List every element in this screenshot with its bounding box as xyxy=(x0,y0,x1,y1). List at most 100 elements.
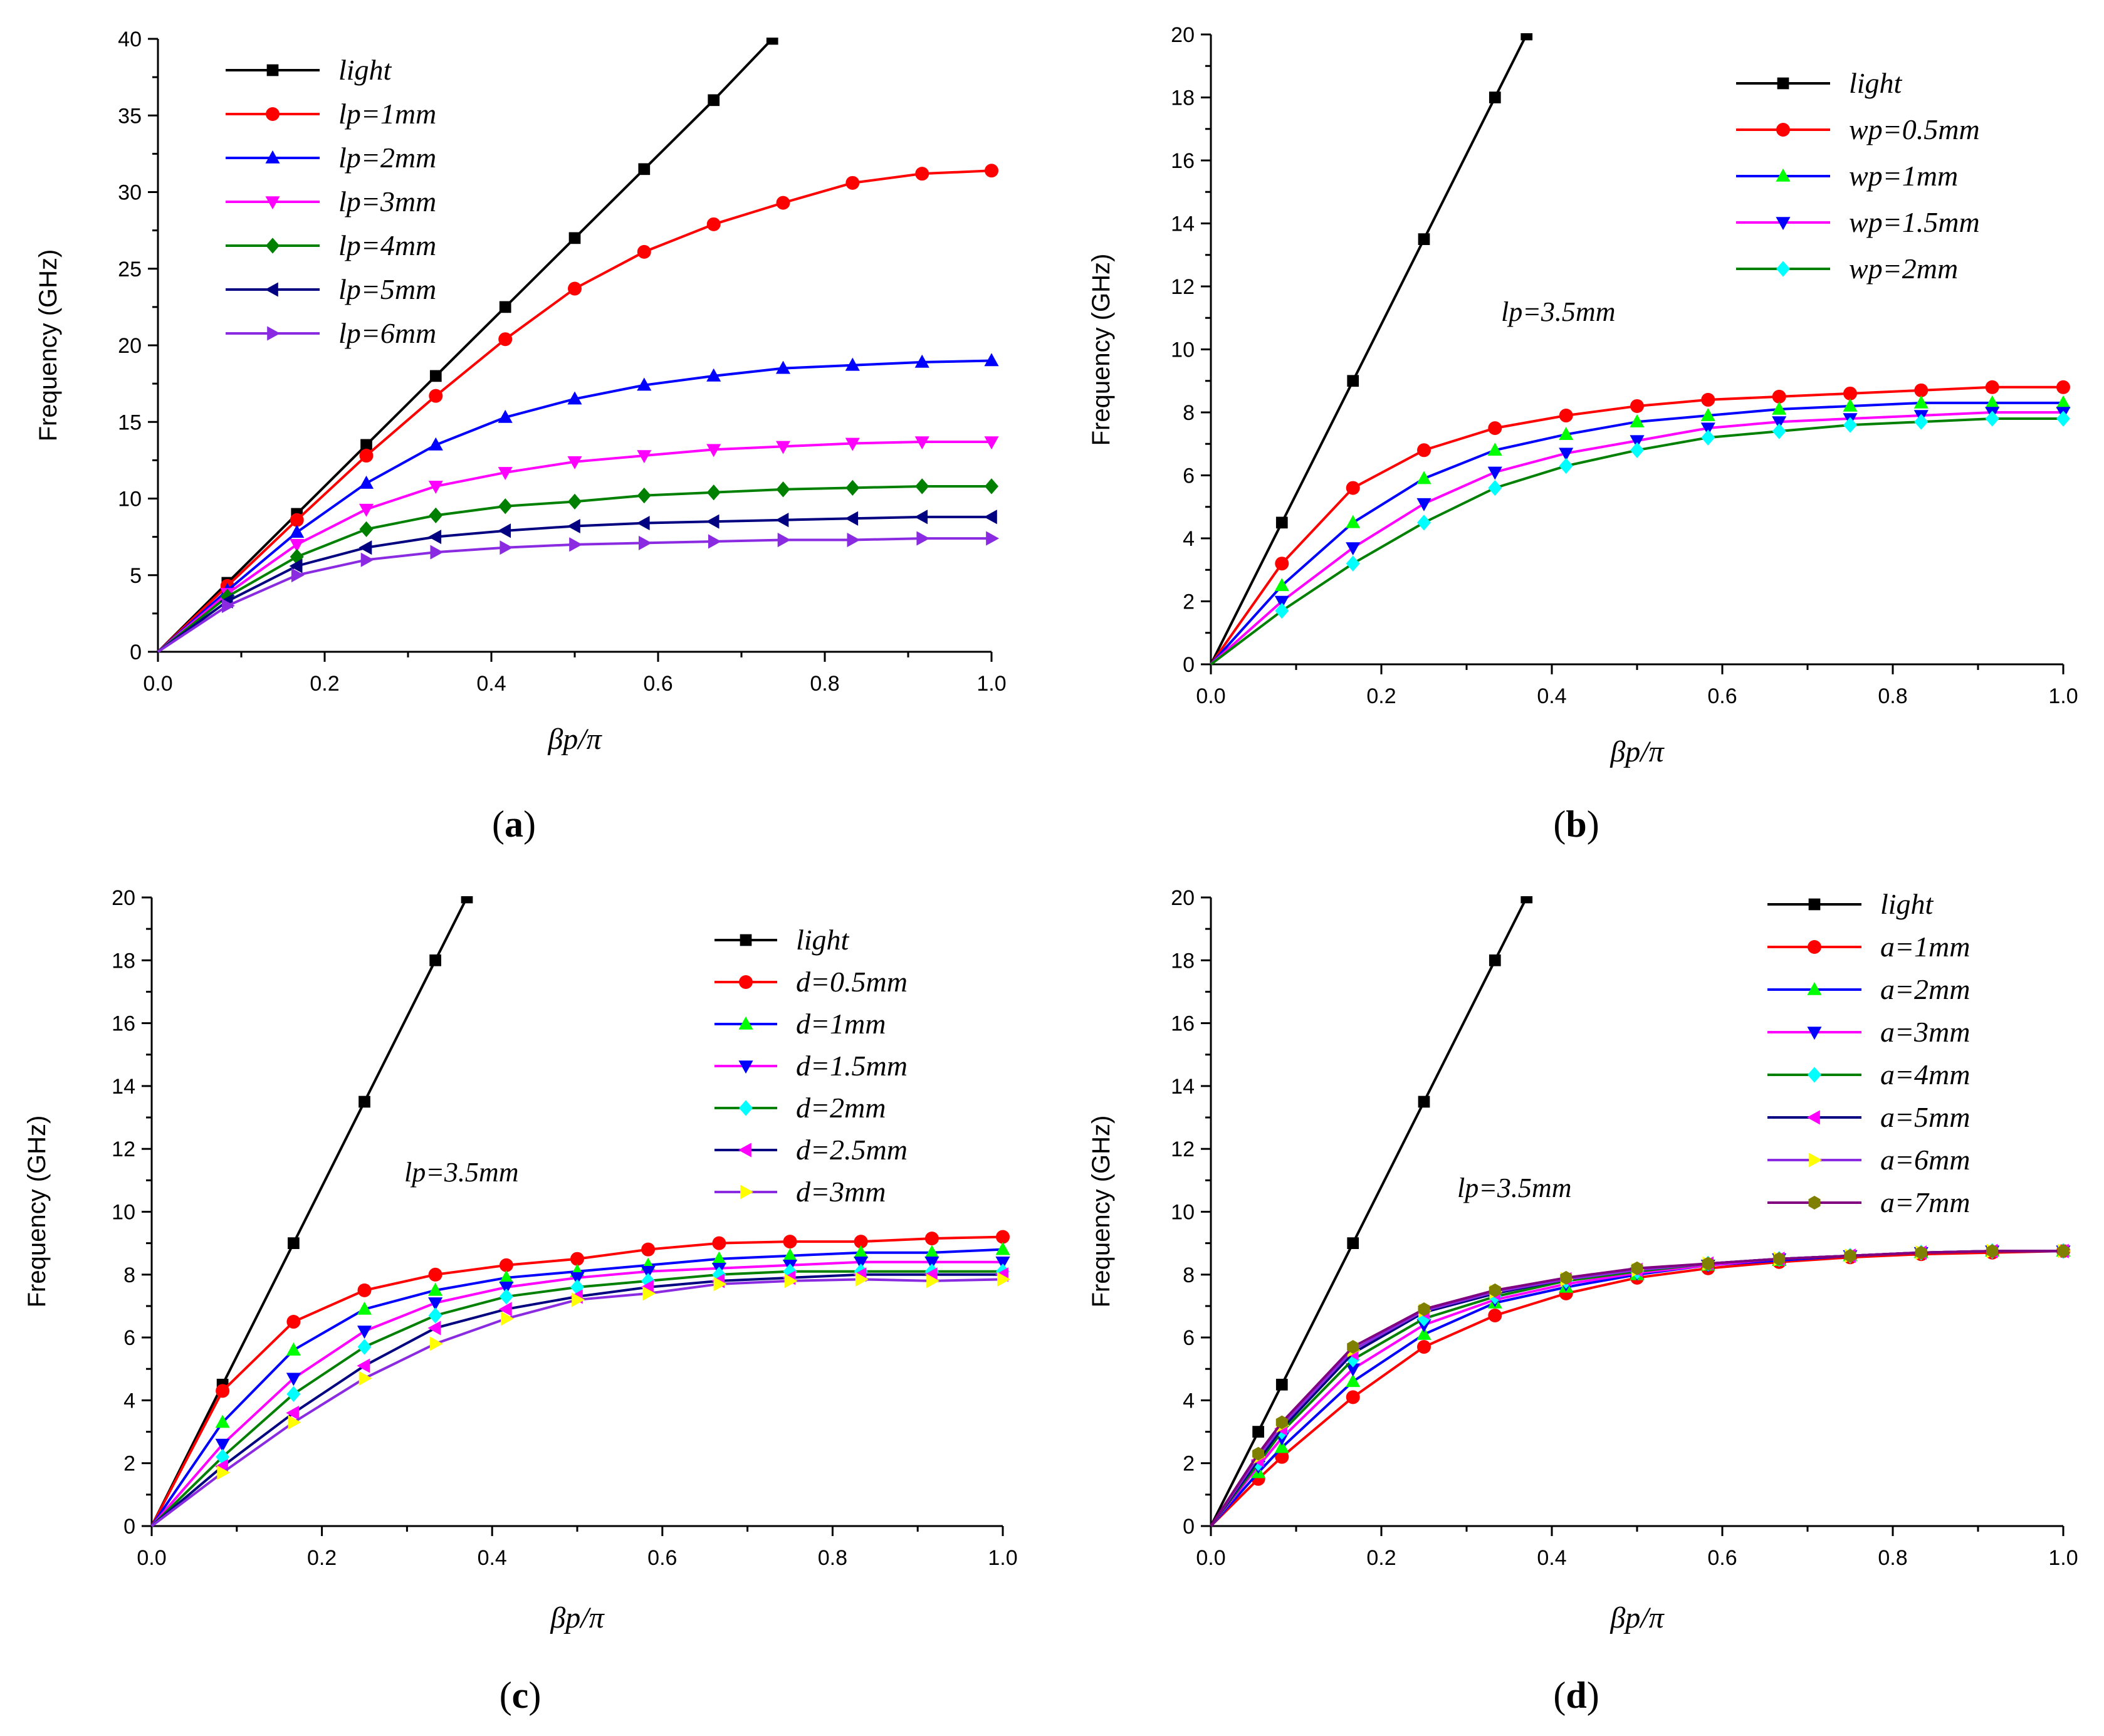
series-line xyxy=(1210,1250,2063,1527)
data-point xyxy=(288,1414,301,1430)
legend-marker xyxy=(1806,1110,1820,1125)
data-point xyxy=(357,1301,372,1315)
data-point xyxy=(498,332,513,347)
x-tick-label: 0.8 xyxy=(810,672,839,696)
legend-marker xyxy=(740,934,752,946)
data-point xyxy=(1346,1351,1360,1367)
data-point xyxy=(924,1245,939,1258)
y-axis-title: Frequency (GHz) xyxy=(1087,1116,1115,1308)
data-point xyxy=(1346,1363,1361,1377)
data-point xyxy=(642,1286,656,1301)
legend-marker xyxy=(265,150,280,164)
series-light xyxy=(1210,33,1533,665)
y-tick-label: 4 xyxy=(1183,527,1195,551)
panel-label: (d) xyxy=(1553,1675,1599,1716)
data-point xyxy=(845,511,859,526)
y-tick-label: 20 xyxy=(1171,23,1195,47)
plot-area xyxy=(1210,33,2071,666)
series-wp=0.5mm xyxy=(1210,380,2070,666)
data-point xyxy=(429,389,443,403)
data-point xyxy=(1630,414,1645,427)
data-point xyxy=(428,437,443,451)
data-point xyxy=(637,487,651,504)
series-a=1mm xyxy=(1210,1244,2070,1527)
data-point xyxy=(777,532,791,548)
legend-marker xyxy=(1808,898,1821,911)
data-point xyxy=(641,1242,656,1257)
data-point xyxy=(360,552,374,567)
x-axis-title: βp/π xyxy=(1609,1601,1665,1634)
data-point xyxy=(706,444,721,458)
legend-marker xyxy=(266,64,279,76)
data-point xyxy=(1489,1283,1501,1297)
data-point xyxy=(914,354,929,368)
y-tick-label: 12 xyxy=(112,1137,135,1161)
data-point xyxy=(215,1438,230,1452)
legend-marker xyxy=(1808,1196,1821,1210)
data-point xyxy=(568,493,582,510)
data-point xyxy=(1417,443,1431,458)
series-line xyxy=(150,897,468,1527)
data-point xyxy=(359,1095,370,1108)
data-point xyxy=(986,531,1000,546)
annotation-label: lp=3.5mm xyxy=(1457,1173,1571,1203)
data-point xyxy=(1346,555,1360,572)
data-point xyxy=(845,357,860,371)
data-point xyxy=(985,164,998,178)
x-tick-label: 0.0 xyxy=(137,1546,166,1570)
data-point xyxy=(216,1449,230,1465)
data-point xyxy=(706,514,720,529)
x-tick-label: 0.8 xyxy=(1878,684,1907,708)
legend: light lp=1mm lp=2mm lp=3mm lp=4mm lp=5mm lp=6m… xyxy=(226,54,436,349)
y-tick-label: 2 xyxy=(1183,1452,1195,1476)
data-point xyxy=(570,1272,585,1285)
series-light xyxy=(1210,896,1533,1527)
data-point xyxy=(1417,1340,1431,1354)
data-point xyxy=(776,196,790,210)
y-tick-label: 8 xyxy=(1183,401,1195,425)
data-point xyxy=(1487,442,1502,456)
data-point xyxy=(1985,380,1999,394)
data-point xyxy=(288,1237,300,1249)
data-point xyxy=(1488,1308,1502,1322)
series-line xyxy=(1210,1250,2063,1527)
data-point xyxy=(1843,398,1858,412)
series-line xyxy=(1210,34,1528,665)
data-point xyxy=(568,232,581,244)
data-point xyxy=(915,167,929,181)
data-point xyxy=(429,370,442,382)
legend-label: wp=1mm xyxy=(1849,160,1958,192)
x-tick-label: 1.0 xyxy=(976,672,1006,696)
data-point xyxy=(706,368,721,382)
data-point xyxy=(1772,401,1787,415)
data-point xyxy=(1630,399,1644,413)
data-point xyxy=(854,1256,869,1270)
data-point xyxy=(291,568,305,583)
data-point xyxy=(1346,481,1360,495)
y-tick-label: 2 xyxy=(1183,590,1195,614)
data-point xyxy=(1252,1426,1264,1438)
x-tick-label: 0.6 xyxy=(1707,1546,1737,1570)
y-tick-label: 10 xyxy=(118,488,142,511)
data-point xyxy=(498,498,513,515)
y-tick-label: 35 xyxy=(118,104,142,128)
legend-label: a=1mm xyxy=(1880,931,1970,963)
y-tick-label: 2 xyxy=(123,1452,135,1476)
data-point xyxy=(1418,1095,1430,1108)
data-point xyxy=(498,1302,512,1317)
y-tick-label: 0 xyxy=(123,1515,135,1539)
data-point xyxy=(915,478,929,494)
data-point xyxy=(216,1384,230,1398)
data-point xyxy=(1275,1415,1288,1430)
data-point xyxy=(428,1267,442,1282)
x-tick-label: 0.4 xyxy=(1537,1546,1566,1570)
data-point xyxy=(570,1252,584,1266)
data-point xyxy=(1630,442,1644,458)
series-line xyxy=(1210,1250,2063,1527)
data-point xyxy=(1275,602,1289,619)
data-point xyxy=(1560,1270,1573,1285)
series-a=6mm xyxy=(1210,1243,2071,1527)
legend-label: d=3mm xyxy=(796,1176,886,1208)
legend-marker xyxy=(264,282,278,297)
data-point xyxy=(775,360,791,374)
